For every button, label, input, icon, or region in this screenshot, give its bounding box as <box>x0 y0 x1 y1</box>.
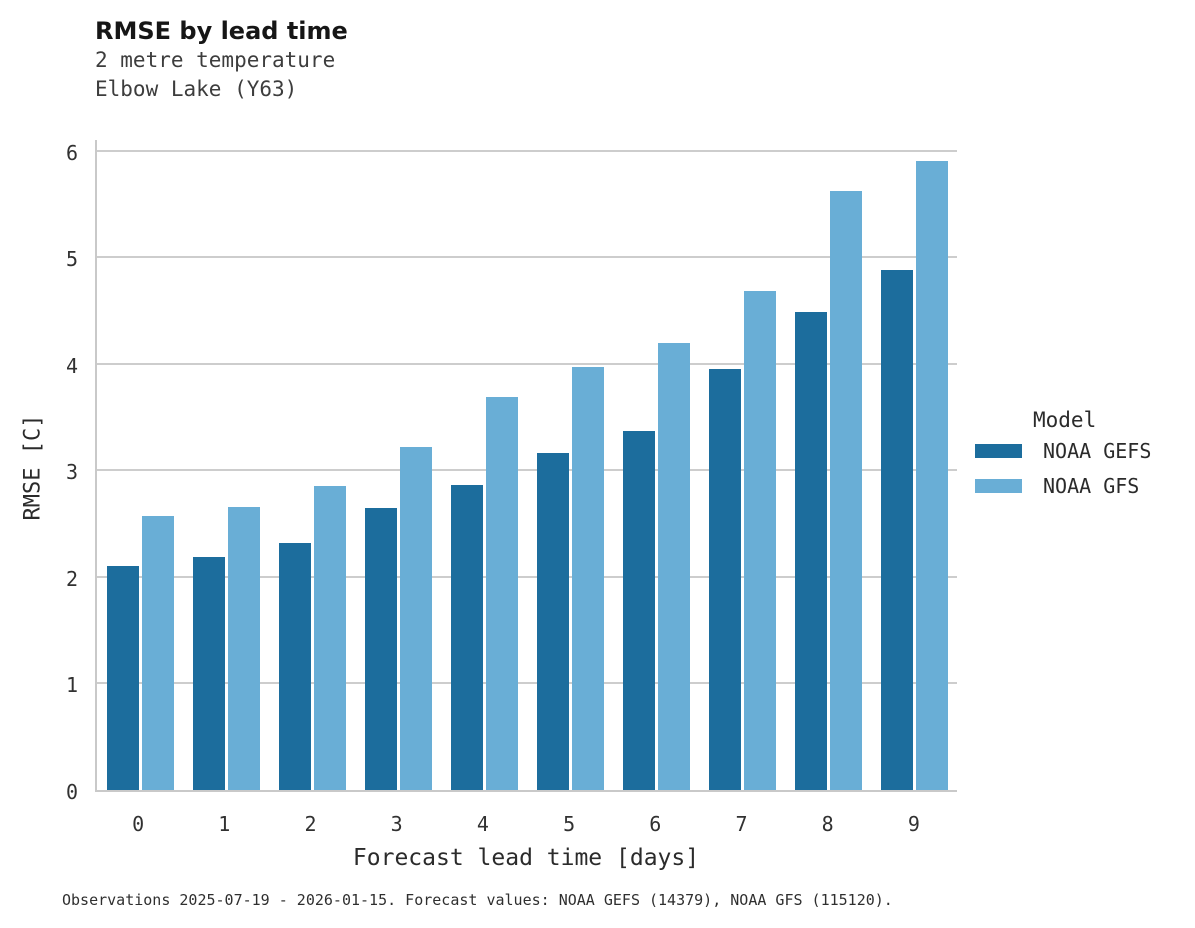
title-block: RMSE by lead time 2 metre temperature El… <box>95 16 348 104</box>
bar-noaa-gefs-day3 <box>364 507 397 790</box>
bar-noaa-gfs-day7 <box>743 291 776 790</box>
legend-item-gefs: NOAA GEFS <box>975 438 1190 463</box>
x-tick-label-5: 5 <box>563 812 576 836</box>
bar-noaa-gfs-day1 <box>227 506 260 790</box>
x-axis-label: Forecast lead time [days] <box>352 845 700 871</box>
gridline-y5 <box>97 256 957 259</box>
bar-noaa-gfs-day6 <box>657 342 690 790</box>
bar-noaa-gfs-day5 <box>571 367 604 790</box>
bar-noaa-gefs-day2 <box>278 542 311 790</box>
bar-noaa-gfs-day2 <box>313 486 346 790</box>
legend-label-gefs: NOAA GEFS <box>1043 438 1152 463</box>
bar-group-day0 <box>97 140 183 790</box>
y-tick-label-0: 0 <box>65 780 78 804</box>
bar-noaa-gefs-day5 <box>536 453 569 790</box>
legend-title: Model <box>1033 408 1097 432</box>
plot-area <box>95 140 957 792</box>
bar-noaa-gfs-day4 <box>485 396 518 790</box>
x-tick-label-7: 7 <box>735 812 748 836</box>
bar-noaa-gefs-day9 <box>880 270 913 790</box>
bar-noaa-gefs-day0 <box>106 566 139 790</box>
footnote-caption: Observations 2025-07-19 - 2026-01-15. Fo… <box>62 891 893 909</box>
gridline-y2 <box>97 575 957 578</box>
y-tick-label-3: 3 <box>65 460 78 485</box>
x-tick-label-2: 2 <box>304 812 317 836</box>
gridline-y4 <box>97 362 957 365</box>
bar-noaa-gefs-day1 <box>192 556 225 790</box>
bar-noaa-gefs-day6 <box>622 430 655 790</box>
x-tick-label-1: 1 <box>218 812 231 836</box>
x-tick-label-6: 6 <box>649 812 662 836</box>
bar-series-container <box>97 140 957 790</box>
bar-group-day6 <box>613 140 699 790</box>
bar-group-day4 <box>441 140 527 790</box>
gfs-color-swatch <box>975 478 1022 493</box>
legend-item-gfs: NOAA GFS <box>975 473 1190 498</box>
bar-group-day7 <box>699 140 785 790</box>
bar-noaa-gfs-day8 <box>829 191 862 790</box>
bar-group-day2 <box>269 140 355 790</box>
y-tick-label-6: 6 <box>65 140 78 165</box>
x-tick-label-4: 4 <box>476 812 489 836</box>
x-tick-label-0: 0 <box>132 812 145 836</box>
bar-noaa-gfs-day0 <box>141 516 174 790</box>
legend-label-gfs: NOAA GFS <box>1043 473 1140 498</box>
chart-subtitle-variable: 2 metre temperature <box>95 48 336 72</box>
bar-group-day3 <box>355 140 441 790</box>
chart-subtitle-station: Elbow Lake (Y63) <box>95 77 298 101</box>
bar-noaa-gefs-day8 <box>794 311 827 790</box>
gefs-color-swatch <box>975 443 1022 458</box>
x-tick-label-8: 8 <box>821 812 834 836</box>
bar-noaa-gefs-day7 <box>708 369 741 790</box>
y-tick-label-5: 5 <box>65 247 78 272</box>
y-tick-label-4: 4 <box>65 353 78 378</box>
y-tick-label-1: 1 <box>65 673 78 698</box>
bar-noaa-gefs-day4 <box>450 485 483 790</box>
legend: Model NOAA GEFS NOAA GFS <box>975 408 1190 510</box>
gridline-y6 <box>97 149 957 152</box>
y-tick-label-2: 2 <box>65 566 78 591</box>
x-tick-label-9: 9 <box>907 812 920 836</box>
bar-group-day9 <box>871 140 957 790</box>
bar-group-day5 <box>527 140 613 790</box>
bar-group-day8 <box>785 140 871 790</box>
gridline-y1 <box>97 682 957 685</box>
x-tick-label-3: 3 <box>390 812 403 836</box>
gridline-y3 <box>97 469 957 472</box>
bar-noaa-gfs-day3 <box>399 446 432 790</box>
chart-title: RMSE by lead time <box>95 17 348 45</box>
bar-group-day1 <box>183 140 269 790</box>
bar-noaa-gfs-day9 <box>915 161 948 790</box>
